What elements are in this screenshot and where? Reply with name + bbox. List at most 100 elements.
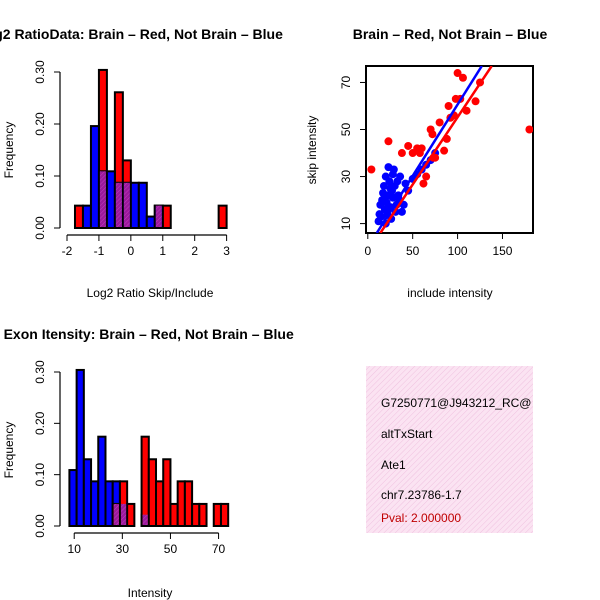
intensity-histogram-bars [68, 368, 230, 527]
scatter-y-tick-label-0: 10 [339, 217, 353, 231]
intensity-hist-y-tick-label-3: 0.30 [33, 360, 47, 384]
intensity-histogram-title: Log2 Exon Itensity: Brain – Red, Not Bra… [0, 326, 294, 342]
scatter-y-tick-label-1: 30 [339, 170, 353, 184]
intensity-hist-bar-red-12 [212, 502, 222, 527]
scatter-fit-line-blue [375, 66, 483, 233]
scatter-point-red-0 [367, 165, 376, 174]
ratio-hist-x-tick-label-1: -1 [94, 244, 105, 258]
intensity-hist-overlap-2 [142, 514, 148, 525]
ratio-hist-bar-blue-6 [129, 181, 140, 229]
intensity-hist-x-tick-label-3: 70 [212, 542, 226, 556]
ratio-hist-y-tick-label-0: 0.00 [33, 216, 47, 240]
intensity-hist-bar-blue-4 [97, 435, 107, 527]
scatter-title: Brain – Red, Not Brain – Blue [353, 26, 548, 42]
ratio-hist-x-tick-label-4: 2 [191, 244, 198, 258]
scatter-point-red-25 [471, 97, 480, 106]
scatter-plot-box [365, 65, 534, 234]
scatter-point-red-7 [417, 144, 426, 153]
scatter-y-tick-label-3: 70 [339, 75, 353, 89]
intensity-hist-bar-red-7 [169, 502, 179, 527]
intensity-hist-bar-red-13 [219, 502, 230, 527]
intensity-hist-overlap-0 [113, 503, 119, 525]
intensity-hist-bar-red-10 [191, 502, 201, 527]
ratio-hist-overlap-3 [155, 205, 162, 227]
scatter-point-red-23 [458, 73, 467, 82]
ratio-hist-bar-blue-8 [145, 215, 156, 229]
intensity-histogram-panel: Log2 Exon Itensity: Brain – Red, Not Bra… [0, 326, 294, 600]
ratio-hist-overlap-0 [99, 171, 106, 227]
intensity-hist-x-tick-label-1: 30 [116, 542, 130, 556]
scatter-x-tick-label-0: 0 [364, 244, 371, 258]
intensity-hist-bar-blue-5 [104, 480, 114, 527]
intensity-histogram-axes: 10 30 50 70 0.00 0.10 0.20 0.30 [33, 360, 226, 556]
ratio-hist-x-tick-label-3: 1 [159, 244, 166, 258]
ratio-histogram-xlabel: Log2 Ratio Skip/Include [87, 286, 214, 300]
scatter-point-blue-6 [379, 181, 388, 190]
intensity-hist-bar-blue-2 [82, 458, 93, 527]
ratio-hist-x-tick-label-0: -2 [62, 244, 73, 258]
ratio-hist-x-tick-label-2: 0 [128, 244, 135, 258]
ratio-histogram-panel: Log2 RatioData: Brain – Red, Not Brain –… [0, 26, 283, 300]
intensity-hist-bar-blue-0 [68, 469, 78, 527]
intensity-histogram-xlabel: Intensity [128, 586, 173, 600]
intensity-hist-x-tick-label-2: 50 [164, 542, 178, 556]
intensity-hist-bar-red-11 [198, 502, 208, 527]
intensity-hist-bar-blue-3 [90, 480, 100, 527]
intensity-hist-y-tick-label-0: 0.00 [33, 514, 47, 538]
scatter-point-blue-24 [396, 172, 405, 181]
intensity-hist-bar-red-9 [183, 480, 194, 527]
intensity-hist-bar-red-5 [155, 480, 165, 527]
scatter-point-red-17 [444, 101, 453, 110]
info-pval: Pval: 2.000000 [381, 511, 461, 525]
scatter-point-red-14 [435, 118, 444, 127]
ratio-hist-bar-blue-7 [137, 181, 148, 229]
intensity-hist-bar-red-3 [140, 435, 150, 527]
scatter-point-blue-25 [397, 207, 406, 216]
scatter-point-red-11 [428, 130, 437, 139]
ratio-hist-overlap-1 [115, 182, 122, 227]
scatter-x-tick-label-1: 50 [406, 244, 420, 258]
info-panel-background [366, 366, 533, 533]
intensity-hist-y-tick-label-1: 0.10 [33, 463, 47, 487]
ratio-hist-bar-red-0 [73, 204, 84, 229]
scatter-x-tick-label-3: 150 [492, 244, 512, 258]
intensity-hist-overlap-1 [120, 503, 127, 525]
info-gene: Ate1 [381, 458, 406, 472]
scatter-axes: 0 50 100 150 10 30 50 70 [339, 75, 513, 258]
ratio-hist-y-tick-label-1: 0.10 [33, 164, 47, 188]
info-panel: G7250771@J943212_RC@ altTxStart Ate1 chr… [366, 366, 533, 533]
info-location: chr7.23786-1.7 [381, 488, 462, 502]
scatter-ylabel: skip intensity [305, 116, 319, 185]
intensity-histogram-ylabel: Frequency [2, 422, 16, 479]
scatter-x-tick-label-2: 100 [448, 244, 468, 258]
scatter-point-red-27 [525, 125, 533, 134]
scatter-point-red-1 [384, 137, 393, 146]
intensity-hist-bar-red-2 [126, 502, 136, 527]
intensity-hist-x-tick-label-0: 10 [68, 542, 82, 556]
scatter-points [367, 66, 533, 233]
scatter-point-red-8 [419, 179, 428, 188]
intensity-hist-bar-red-8 [176, 480, 186, 527]
ratio-histogram-ylabel: Frequency [2, 122, 16, 179]
scatter-point-blue-38 [388, 170, 397, 179]
scatter-xlabel: include intensity [407, 286, 492, 300]
ratio-hist-bar-blue-3 [105, 170, 116, 230]
scatter-point-blue-37 [386, 184, 395, 193]
scatter-y-tick-label-2: 50 [339, 123, 353, 137]
scatter-point-red-3 [404, 141, 413, 150]
ratio-histogram-title: Log2 RatioData: Brain – Red, Not Brain –… [0, 26, 283, 42]
intensity-scatter-panel: Brain – Red, Not Brain – Blue include in… [305, 26, 547, 300]
intensity-hist-bar-blue-1 [75, 368, 85, 527]
scatter-point-blue-12 [385, 177, 394, 186]
ratio-hist-bar-blue-0 [81, 204, 92, 229]
intensity-hist-y-tick-label-2: 0.20 [33, 411, 47, 435]
info-probe-id: G7250771@J943212_RC@ [381, 396, 531, 410]
intensity-hist-bar-red-4 [147, 458, 158, 527]
scatter-point-red-2 [397, 149, 406, 158]
ratio-histogram-bars [73, 68, 228, 230]
ratio-hist-bar-red-5 [161, 204, 172, 229]
ratio-hist-x-tick-label-5: 3 [223, 244, 230, 258]
scatter-point-red-15 [440, 146, 449, 155]
scatter-point-red-9 [422, 172, 431, 181]
